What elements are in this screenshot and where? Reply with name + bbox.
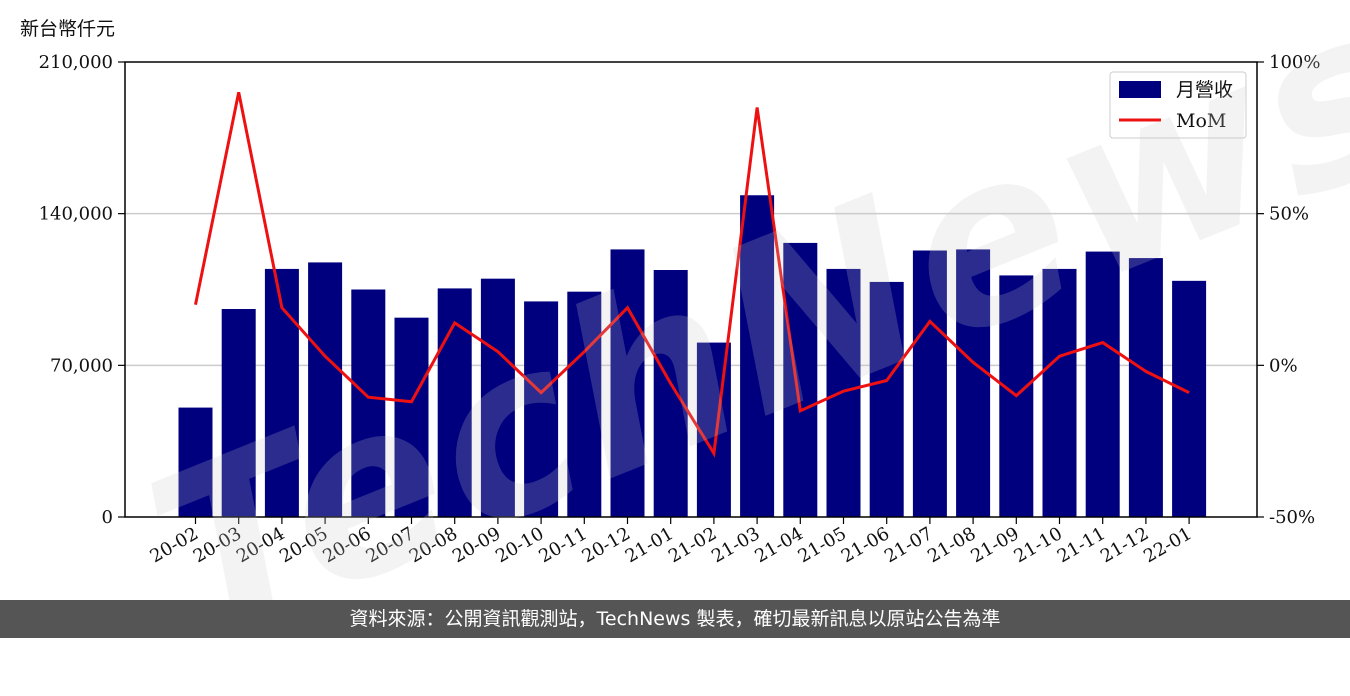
bar-21-05 [827, 269, 861, 517]
bar-21-03 [740, 195, 774, 517]
x-tick-label-21-10: 21-10 [1011, 523, 1066, 567]
bar-20-06 [351, 290, 385, 518]
bar-21-10 [1043, 269, 1077, 517]
x-tick-label-20-08: 20-08 [406, 523, 461, 567]
y-left-tick-label-2: 140,000 [39, 204, 113, 225]
legend-swatch-revenue [1119, 81, 1161, 98]
x-tick-label-21-09: 21-09 [967, 523, 1022, 567]
x-tick-label-21-01: 21-01 [622, 523, 677, 567]
x-tick-label-22-01: 22-01 [1140, 523, 1195, 567]
x-tick-label-20-05: 20-05 [276, 523, 331, 567]
revenue-chart: 070,000140,000210,000-50%0%50%100%20-022… [0, 0, 1350, 600]
x-tick-label-21-04: 21-04 [751, 523, 806, 567]
x-tick-label-20-12: 20-12 [579, 523, 634, 567]
x-tick-label-21-05: 21-05 [795, 523, 850, 567]
bar-21-11 [1086, 252, 1120, 517]
y-left-tick-label-0: 0 [102, 507, 113, 528]
y-right-tick-label-2: 50% [1269, 204, 1309, 225]
legend-label-revenue: 月營收 [1176, 79, 1233, 101]
y-left-tick-label-3: 210,000 [39, 52, 113, 73]
x-tick-label-20-03: 20-03 [190, 523, 245, 567]
bar-20-03 [222, 309, 256, 517]
bar-20-09 [481, 279, 515, 517]
bar-20-07 [395, 318, 429, 517]
x-tick-label-20-06: 20-06 [319, 523, 374, 567]
source-footer: 資料來源：公開資訊觀測站，TechNews 製表，確切最新訊息以原站公告為準 [0, 600, 1350, 638]
x-tick-label-20-02: 20-02 [147, 523, 202, 567]
y-right-tick-label-1: 0% [1269, 355, 1298, 376]
x-tick-label-21-06: 21-06 [838, 523, 893, 567]
x-tick-label-21-03: 21-03 [708, 523, 763, 567]
bar-20-05 [308, 262, 342, 517]
bar-22-01 [1172, 281, 1206, 517]
bar-21-06 [870, 282, 904, 517]
x-tick-label-21-11: 21-11 [1054, 523, 1109, 567]
x-tick-label-21-08: 21-08 [924, 523, 979, 567]
x-tick-label-20-10: 20-10 [492, 523, 547, 567]
x-tick-label-20-09: 20-09 [449, 523, 504, 567]
x-tick-label-20-11: 20-11 [535, 523, 590, 567]
y-right-tick-label-3: 100% [1269, 52, 1320, 73]
y-left-axis-label: 新台幣仟元 [20, 14, 115, 41]
bar-21-01 [654, 270, 688, 517]
x-tick-label-21-12: 21-12 [1097, 523, 1152, 567]
bar-20-10 [524, 301, 558, 517]
bar-21-08 [956, 249, 990, 517]
bar-21-04 [783, 243, 817, 517]
bar-20-11 [567, 292, 601, 517]
x-tick-label-20-04: 20-04 [233, 523, 288, 567]
mom-line [196, 92, 1190, 453]
x-tick-label-21-02: 21-02 [665, 523, 720, 567]
bar-20-12 [611, 249, 645, 517]
y-left-tick-label-1: 70,000 [50, 355, 113, 376]
bar-21-12 [1129, 258, 1163, 517]
legend-label-mom: MoM [1176, 110, 1226, 132]
x-tick-label-20-07: 20-07 [363, 523, 418, 567]
bar-21-07 [913, 251, 947, 518]
bar-20-02 [179, 408, 213, 517]
x-tick-label-21-07: 21-07 [881, 523, 936, 567]
y-right-tick-label-0: -50% [1269, 507, 1315, 528]
